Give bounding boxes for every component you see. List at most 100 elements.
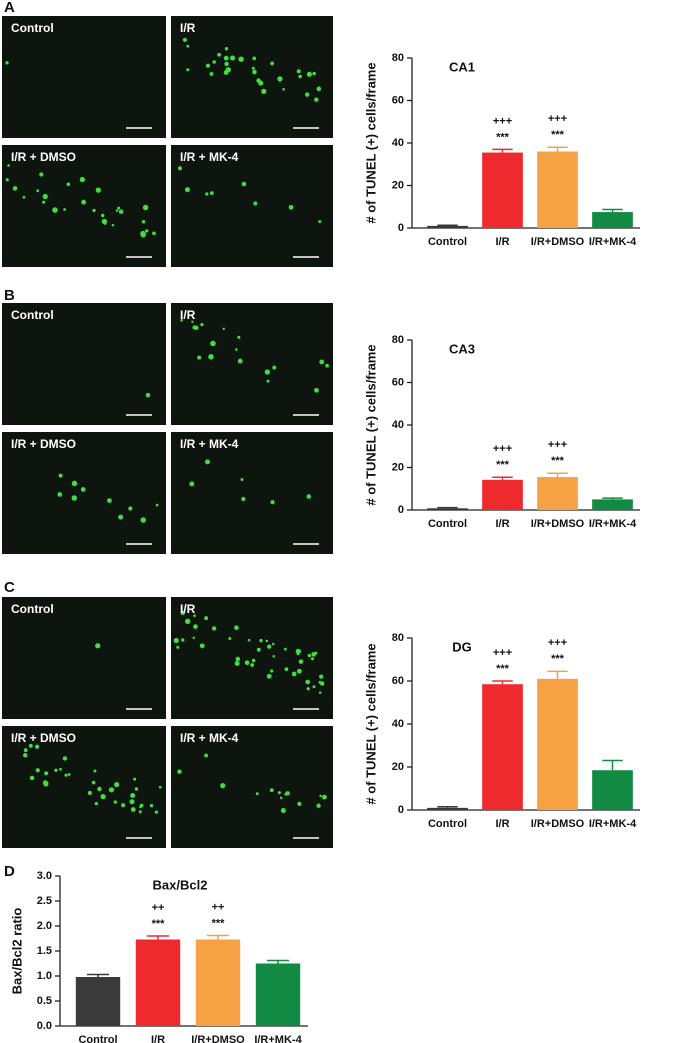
- cell-dot: [283, 647, 287, 651]
- cell-dot: [224, 47, 229, 51]
- cell-dot: [87, 790, 92, 795]
- cell-dot: [71, 480, 78, 487]
- cell-dot: [173, 637, 179, 644]
- cell-dot: [266, 673, 272, 679]
- cell-dot: [247, 638, 251, 642]
- y-tick-label: 80: [392, 52, 404, 64]
- significance-plus: +++: [548, 113, 567, 125]
- cell-dot: [305, 679, 311, 685]
- cell-dot: [205, 63, 211, 68]
- cell-dot: [79, 176, 86, 183]
- significance-stars: ***: [496, 663, 510, 675]
- cell-dot: [182, 37, 188, 42]
- x-tick-label: I/R+DMSO: [531, 236, 585, 248]
- cell-dot: [12, 186, 18, 191]
- bar: [592, 212, 633, 228]
- image-label: Control: [11, 21, 54, 35]
- cell-dot: [130, 793, 136, 798]
- x-tick-label: I/R: [495, 518, 509, 530]
- cell-dot: [288, 204, 294, 210]
- cell-dot: [101, 218, 108, 225]
- cell-dot: [138, 810, 142, 814]
- cell-dot: [197, 355, 202, 360]
- cell-dot: [322, 794, 327, 800]
- cell-dot: [118, 514, 124, 520]
- cell-dot: [118, 209, 124, 214]
- cell-dot: [270, 61, 275, 66]
- cell-dot: [91, 780, 96, 785]
- cell-dot: [297, 801, 302, 807]
- error-bar: [437, 224, 458, 226]
- image-label: I/R + DMSO: [11, 437, 76, 451]
- cell-dot: [114, 781, 120, 788]
- bar: [255, 963, 301, 1026]
- significance-plus: +++: [493, 443, 512, 455]
- cell-dot: [204, 459, 210, 465]
- cell-dot: [312, 685, 316, 689]
- cell-dot: [29, 775, 35, 781]
- cell-dot: [115, 209, 119, 212]
- cell-dot: [92, 208, 96, 213]
- cell-dot: [28, 743, 33, 748]
- cell-dot: [306, 71, 312, 77]
- cell-dot: [128, 506, 133, 511]
- cell-dot: [224, 61, 229, 67]
- y-tick-label: 60: [392, 94, 404, 106]
- cell-dot: [67, 773, 71, 776]
- cell-dot: [271, 642, 275, 646]
- cell-dot: [316, 803, 321, 808]
- cell-dot: [71, 495, 78, 501]
- cell-dot: [298, 659, 304, 664]
- cell-dot: [121, 803, 126, 808]
- cell-dot: [209, 71, 214, 76]
- y-tick-label: 2.0: [37, 920, 52, 932]
- cell-dot: [241, 181, 247, 187]
- y-tick-label: 3.0: [37, 870, 52, 882]
- cell-dot: [267, 644, 272, 649]
- cell-dot: [250, 663, 255, 667]
- cell-dot: [133, 777, 137, 781]
- cell-dot: [5, 178, 9, 182]
- cell-dot: [310, 657, 315, 661]
- cell-dot: [42, 200, 46, 204]
- cell-dot: [58, 473, 63, 478]
- cell-dot: [325, 363, 329, 368]
- cell-dot: [97, 786, 102, 792]
- cell-dot: [22, 195, 26, 199]
- error-bar: [602, 759, 623, 771]
- error-bar: [266, 959, 290, 964]
- significance-stars: ***: [212, 917, 226, 929]
- y-tick-label: 1.0: [37, 970, 52, 982]
- cell-dot: [318, 691, 322, 694]
- error-bar: [547, 472, 568, 478]
- x-tick-label: I/R: [495, 818, 509, 830]
- cell-dot: [205, 192, 209, 196]
- cell-dot: [211, 626, 217, 631]
- cell-dot: [111, 223, 115, 227]
- y-tick-label: 0: [398, 504, 404, 516]
- cell-dot: [316, 86, 322, 92]
- bar: [482, 152, 523, 228]
- cell-dot: [141, 219, 146, 224]
- cell-dot: [130, 807, 136, 812]
- x-tick-label: I/R: [495, 236, 509, 248]
- cell-dot: [39, 172, 44, 177]
- cell-dot: [57, 492, 63, 497]
- x-tick-label: I/R+DMSO: [531, 818, 585, 830]
- cell-dot: [54, 768, 58, 772]
- image-label: I/R: [180, 602, 196, 616]
- error-bar: [492, 148, 513, 153]
- cell-dot: [5, 61, 9, 65]
- significance-stars: ***: [551, 455, 565, 467]
- bar: [135, 939, 181, 1026]
- cell-dot: [314, 97, 319, 102]
- cell-dot: [52, 207, 58, 213]
- error-bar: [492, 476, 513, 480]
- cell-dot: [155, 503, 159, 507]
- y-tick-label: 0.5: [37, 995, 52, 1007]
- cell-dot: [235, 348, 238, 351]
- cell-dot: [264, 369, 270, 375]
- error-bar: [437, 806, 458, 808]
- cell-dot: [34, 744, 40, 749]
- cell-dot: [296, 69, 301, 74]
